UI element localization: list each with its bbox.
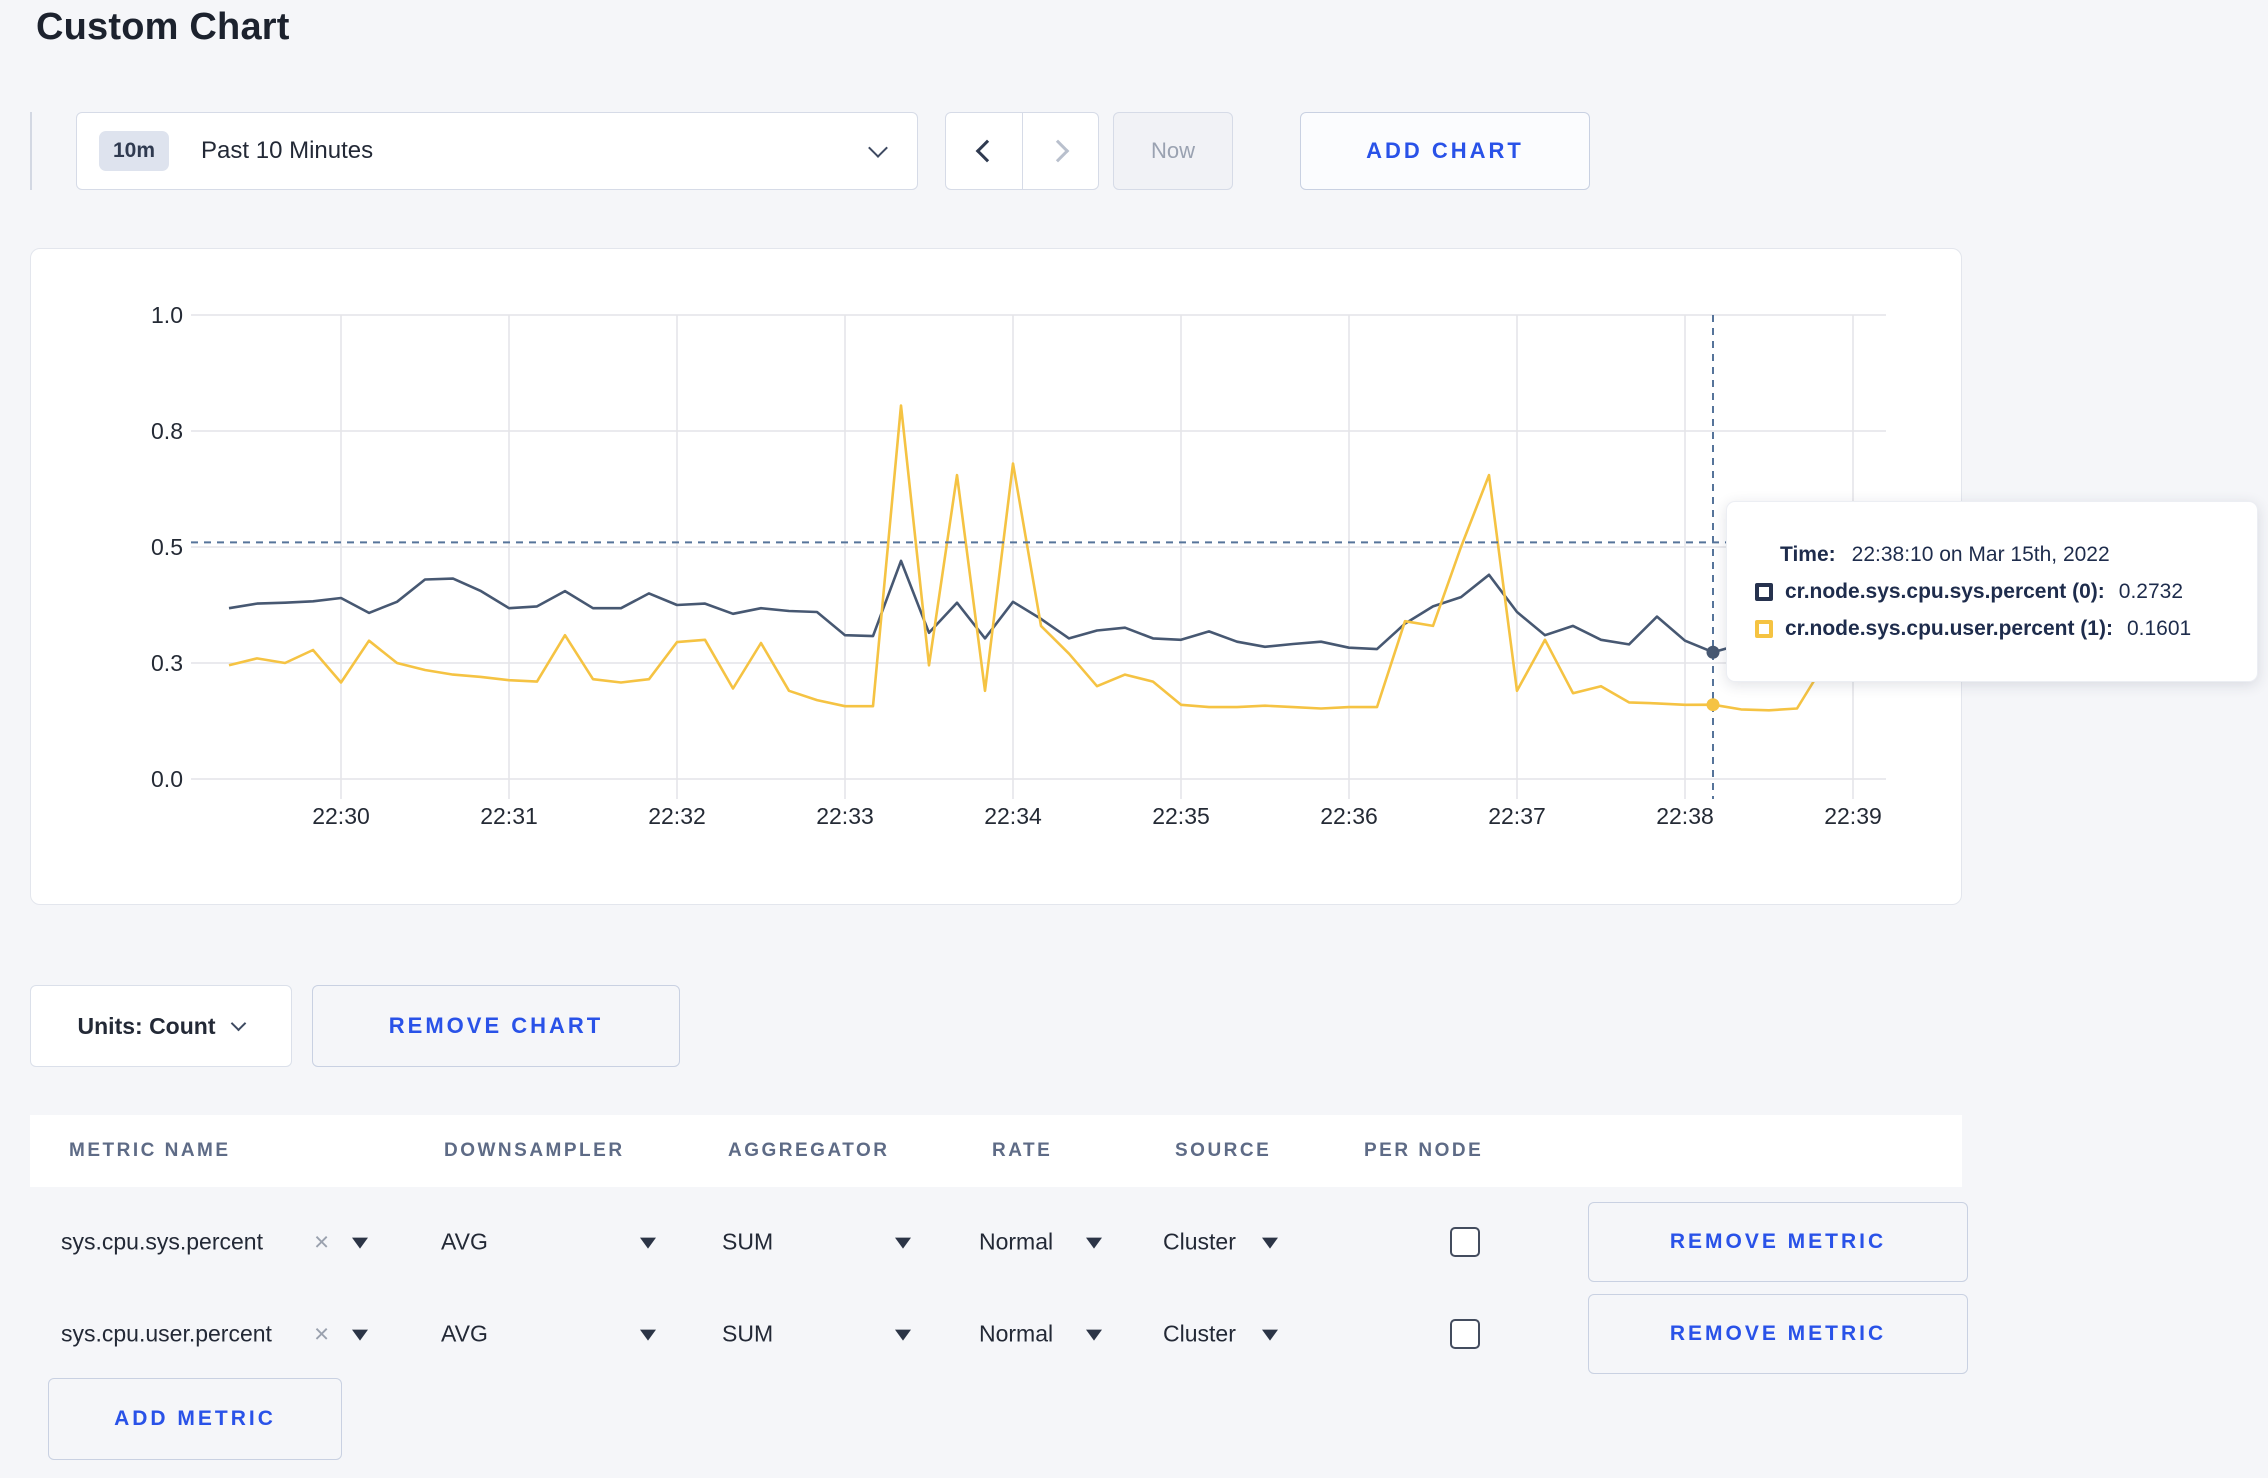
per-node-checkbox[interactable] <box>1450 1227 1480 1257</box>
time-range-dropdown[interactable]: 10m Past 10 Minutes <box>76 112 918 190</box>
aggregator-value[interactable]: SUM <box>722 1228 774 1255</box>
downsampler-value[interactable]: AVG <box>441 1228 488 1255</box>
hovered-point-marker <box>1706 698 1720 712</box>
remove-chart-button[interactable]: REMOVE CHART <box>312 985 680 1067</box>
metric-name-caret-icon[interactable] <box>352 1329 368 1341</box>
add-metric-button[interactable]: ADD METRIC <box>48 1378 342 1460</box>
per-node-checkbox[interactable] <box>1450 1319 1480 1349</box>
remove-metric-button[interactable]: REMOVE METRIC <box>1588 1294 1968 1374</box>
aggregator-caret-icon[interactable] <box>895 1329 911 1341</box>
column-header-rate: RATE <box>992 1140 1053 1161</box>
y-axis-tick-label: 0.0 <box>151 766 183 792</box>
metrics-table-header: METRIC NAME DOWNSAMPLER AGGREGATOR RATE SOUR… <box>30 1115 1962 1187</box>
metric-row: sys.cpu.user.percent × AVG SUM Normal Cluster… <box>30 1292 1968 1376</box>
clear-metric-icon[interactable]: × <box>314 1226 330 1257</box>
source-caret-icon[interactable] <box>1262 1329 1278 1341</box>
source-value[interactable]: Cluster <box>1163 1320 1236 1347</box>
next-timespan-button[interactable] <box>1022 113 1098 189</box>
timeseries-chart[interactable]: 0.0 0.3 0.5 0.8 1.0 22:30 22:31 22:32 22:33 22:34… <box>31 249 1963 906</box>
chevron-left-icon <box>975 139 999 163</box>
y-axis-tick-label: 0.8 <box>151 418 183 444</box>
x-axis-tick-label: 22:34 <box>984 803 1042 829</box>
x-axis-tick-label: 22:30 <box>312 803 370 829</box>
x-axis-tick-label: 22:39 <box>1824 803 1882 829</box>
toolbar-divider <box>30 112 32 190</box>
clear-metric-icon[interactable]: × <box>314 1318 330 1349</box>
x-axis-tick-label: 22:38 <box>1656 803 1714 829</box>
metric-name-value[interactable]: sys.cpu.sys.percent <box>61 1228 263 1255</box>
series-line-cr.node.sys.cpu.sys.percent <box>228 559 1882 654</box>
remove-metric-button[interactable]: REMOVE METRIC <box>1588 1202 1968 1282</box>
x-axis-tick-label: 22:31 <box>480 803 538 829</box>
tooltip-time-row: Time: 22:38:10 on Mar 15th, 2022 <box>1755 543 2257 567</box>
x-axis-tick-label: 22:37 <box>1488 803 1546 829</box>
hovered-point-marker <box>1706 645 1720 659</box>
metric-name-caret-icon[interactable] <box>352 1237 368 1249</box>
time-range-badge: 10m <box>99 131 170 171</box>
downsampler-caret-icon[interactable] <box>640 1237 656 1249</box>
units-dropdown[interactable]: Units: Count <box>30 985 292 1067</box>
tooltip-series-label: cr.node.sys.cpu.user.percent (1): <box>1785 616 2113 640</box>
aggregator-caret-icon[interactable] <box>895 1237 911 1249</box>
previous-timespan-button[interactable] <box>946 113 1022 189</box>
column-header-metric-name: METRIC NAME <box>69 1140 231 1161</box>
x-axis-tick-label: 22:32 <box>648 803 706 829</box>
aggregator-value[interactable]: SUM <box>722 1320 774 1347</box>
tooltip-series-label: cr.node.sys.cpu.sys.percent (0): <box>1785 579 2105 603</box>
source-caret-icon[interactable] <box>1262 1237 1278 1249</box>
y-axis-tick-label: 0.5 <box>151 534 183 560</box>
metric-row: sys.cpu.sys.percent × AVG SUM Normal Cluster R… <box>30 1200 1968 1284</box>
series-swatch-icon <box>1755 619 1773 638</box>
rate-caret-icon[interactable] <box>1086 1237 1102 1249</box>
time-pager <box>945 112 1099 190</box>
rate-caret-icon[interactable] <box>1086 1329 1102 1341</box>
x-axis-tick-label: 22:35 <box>1152 803 1210 829</box>
rate-value[interactable]: Normal <box>979 1228 1054 1255</box>
units-label: Units: Count <box>77 1012 216 1039</box>
add-chart-button[interactable]: ADD CHART <box>1300 112 1590 190</box>
tooltip-time-value: 22:38:10 on Mar 15th, 2022 <box>1851 542 2110 566</box>
time-range-label: Past 10 Minutes <box>201 137 374 164</box>
tooltip-time-label: Time: <box>1780 542 1836 566</box>
tooltip-series-list: cr.node.sys.cpu.sys.percent (0): 0.2732 cr… <box>1755 580 2257 641</box>
series-line-cr.node.sys.cpu.user.percent <box>228 404 1882 712</box>
column-header-source: SOURCE <box>1175 1140 1272 1161</box>
tooltip-series-row: cr.node.sys.cpu.user.percent (1): 0.1601 <box>1755 617 2257 641</box>
metric-name-value[interactable]: sys.cpu.user.percent <box>61 1320 272 1347</box>
x-axis-tick-label: 22:36 <box>1320 803 1378 829</box>
rate-value[interactable]: Normal <box>979 1320 1054 1347</box>
chevron-right-icon <box>1046 139 1069 163</box>
downsampler-value[interactable]: AVG <box>441 1320 488 1347</box>
column-header-aggregator: AGGREGATOR <box>728 1140 890 1161</box>
page-title: Custom Chart <box>36 6 290 48</box>
y-axis-tick-label: 1.0 <box>151 302 183 328</box>
source-value[interactable]: Cluster <box>1163 1228 1236 1255</box>
chevron-down-icon <box>231 1015 247 1031</box>
chart-tooltip: Time: 22:38:10 on Mar 15th, 2022 cr.node… <box>1726 501 2258 682</box>
chart-panel[interactable]: 0.0 0.3 0.5 0.8 1.0 22:30 22:31 22:32 22:33 22:34… <box>30 248 1962 905</box>
chevron-down-icon <box>868 138 888 158</box>
downsampler-caret-icon[interactable] <box>640 1329 656 1341</box>
tooltip-series-value: 0.1601 <box>2126 616 2192 640</box>
tooltip-series-value: 0.2732 <box>2118 579 2184 603</box>
series-swatch-icon <box>1755 582 1773 601</box>
tooltip-series-row: cr.node.sys.cpu.sys.percent (0): 0.2732 <box>1755 580 2257 604</box>
now-button[interactable]: Now <box>1113 112 1233 190</box>
x-axis-tick-label: 22:33 <box>816 803 874 829</box>
column-header-per-node: PER NODE <box>1364 1140 1484 1161</box>
y-axis-tick-label: 0.3 <box>151 650 183 676</box>
column-header-downsampler: DOWNSAMPLER <box>444 1140 625 1161</box>
